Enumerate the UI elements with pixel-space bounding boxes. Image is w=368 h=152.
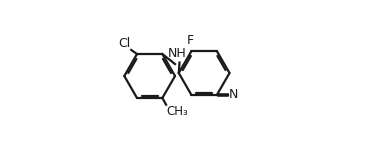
Text: NH: NH bbox=[168, 47, 187, 60]
Text: F: F bbox=[187, 34, 194, 47]
Text: CH₃: CH₃ bbox=[166, 105, 188, 118]
Text: Cl: Cl bbox=[118, 36, 131, 50]
Text: N: N bbox=[229, 88, 238, 102]
